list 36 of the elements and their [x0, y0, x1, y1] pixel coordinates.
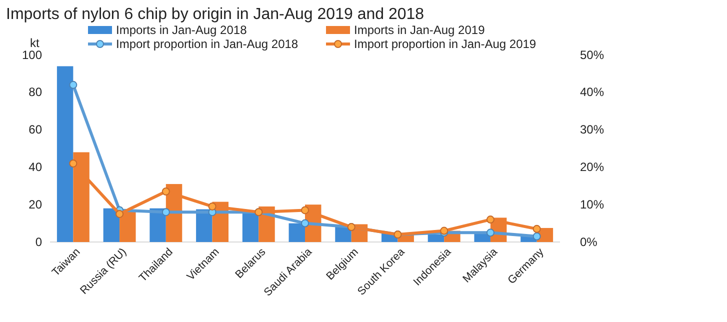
bar — [103, 208, 120, 242]
y2-tick-label: 20% — [580, 160, 604, 174]
y2-tick-label: 50% — [580, 48, 604, 62]
point — [486, 216, 494, 224]
y-tick-label: 60 — [28, 122, 42, 137]
point — [486, 228, 494, 237]
point — [208, 202, 216, 210]
point — [162, 188, 170, 196]
point — [162, 208, 170, 216]
y-tick-label: 100 — [22, 48, 42, 62]
point — [69, 159, 78, 168]
point — [532, 232, 541, 240]
legend-label: Imports in Jan-Aug 2019 — [354, 23, 486, 37]
y-tick-label: 80 — [28, 85, 42, 100]
y-tick-label: 40 — [28, 160, 42, 174]
bar — [288, 223, 305, 242]
bar — [335, 227, 352, 242]
legend-label: Import proportion in Jan-Aug 2019 — [354, 37, 536, 51]
point — [532, 224, 541, 233]
bar — [242, 212, 259, 242]
y-tick-label: 0 — [35, 234, 42, 249]
point — [116, 210, 124, 218]
chart-title: Imports of nylon 6 chip by origin in Jan-Aug 2019 and 2018 — [6, 6, 424, 23]
point — [69, 80, 78, 89]
y2-tick-label: 40% — [580, 85, 604, 100]
bar — [428, 234, 444, 242]
y-tick-label: 20 — [28, 197, 42, 212]
y2-tick-label: 0% — [580, 234, 598, 249]
legend-label: Import proportion in Jan-Aug 2018 — [116, 37, 298, 51]
y2-tick-label: 30% — [580, 122, 604, 137]
legend-label: Imports in Jan-Aug 2018 — [116, 23, 248, 37]
y-axis-title: kt — [30, 36, 40, 50]
y2-tick-label: 10% — [580, 197, 604, 212]
point — [301, 219, 309, 228]
bar — [56, 66, 74, 242]
point — [301, 206, 309, 214]
